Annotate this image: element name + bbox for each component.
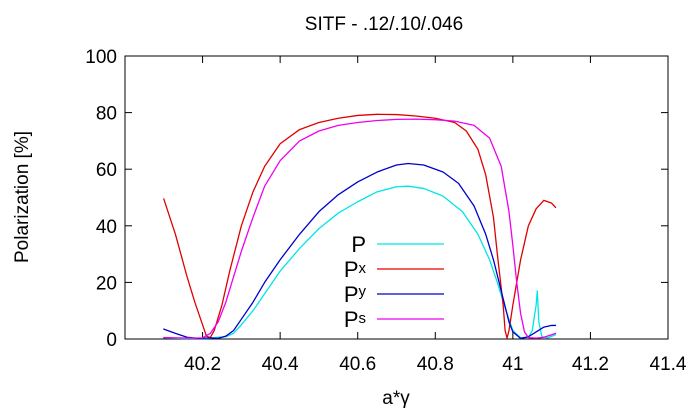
- y-axis-label: Polarization [%]: [12, 131, 33, 263]
- x-axis-ticks: 40.2 40.4 40.6 40.8 41 41.2 41.4: [184, 56, 687, 375]
- legend-label-base: P: [344, 257, 359, 282]
- y-tick-label: 0: [106, 330, 117, 351]
- x-tick-label: 40.6: [339, 354, 376, 375]
- x-tick-label: 41.2: [572, 354, 609, 375]
- x-tick-label: 41.4: [650, 354, 687, 375]
- y-tick-label: 20: [96, 273, 117, 294]
- legend-label-base: P: [344, 282, 359, 307]
- x-tick-label: 40.8: [417, 354, 454, 375]
- series-line-ps: [163, 118, 557, 339]
- chart-title: SITF - .12/.10/.046: [305, 14, 463, 35]
- x-tick-label: 41: [502, 354, 523, 375]
- plot-frame: [124, 55, 669, 340]
- legend-label-sub: s: [359, 310, 367, 327]
- x-tick-label: 40.2: [184, 354, 221, 375]
- y-axis-ticks: 0 20 40 60 80 100: [85, 47, 668, 351]
- y-tick-label: 60: [96, 160, 117, 181]
- legend-label-sub: y: [359, 283, 367, 300]
- series-group: [163, 113, 557, 340]
- x-tick-label: 40.4: [262, 354, 299, 375]
- legend-label-p: P: [351, 232, 366, 257]
- x-axis-label: a*γ: [382, 388, 410, 409]
- y-tick-label: 40: [96, 217, 117, 238]
- legend-label-px: Px: [344, 257, 367, 282]
- legend-label-base: P: [344, 307, 359, 332]
- series-line-py: [163, 162, 557, 340]
- series-line-px: [163, 113, 557, 339]
- legend-label-base: P: [351, 232, 366, 257]
- legend-label-py: Py: [344, 282, 367, 307]
- y-tick-label: 80: [96, 104, 117, 125]
- legend-label-sub: x: [359, 260, 367, 277]
- legend-label-ps: Ps: [344, 307, 366, 332]
- y-tick-label: 100: [85, 47, 117, 68]
